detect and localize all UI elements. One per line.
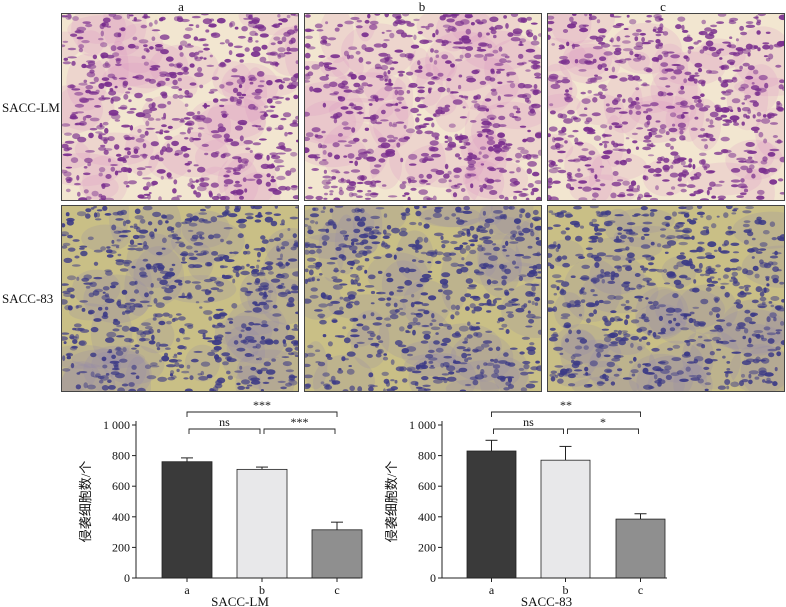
y-tick-label: 0 (124, 571, 130, 585)
micrograph-sacc-lm-a (61, 13, 299, 201)
micrograph-sacc-83-a (61, 205, 299, 392)
x-tick-label-a: a (489, 583, 495, 597)
micrograph-sacc-83-c (547, 205, 785, 392)
y-tick-label: 1 000 (103, 418, 130, 432)
x-tick-label-a: a (184, 583, 190, 597)
bar-b (540, 459, 591, 579)
x-tick-label-c: c (638, 583, 643, 597)
x-tick-label-c: c (334, 583, 339, 597)
bar-b (236, 468, 288, 579)
significance-label-1: ns (219, 415, 230, 429)
column-label-c: c (660, 0, 666, 14)
x-tick-label-b: b (259, 583, 265, 597)
y-tick-label: 200 (112, 540, 130, 554)
significance-label-2: * (600, 415, 606, 429)
chart-0: a b c 0 200 400 600 800 1 000 侵袭细胞数/个 SACC-LM *** ns… (78, 398, 363, 607)
y-tick-label: 0 (430, 571, 436, 585)
significance-bracket-2 (263, 428, 336, 434)
chart-1: a b c 0 200 400 600 800 1 000 侵袭细胞数/个 SACC-83 ** ns * (384, 398, 667, 607)
significance-label-0: *** (253, 398, 271, 412)
row-label-sacc-lm: SACC-LM (2, 100, 60, 115)
x-axis-label: SACC-83 (521, 594, 572, 607)
x-axis-label: SACC-LM (211, 594, 269, 607)
y-tick-label: 1 000 (409, 418, 436, 432)
bar-c (311, 529, 363, 579)
y-axis-label: 侵袭细胞数/个 (78, 461, 93, 543)
micrograph-sacc-lm-b (304, 13, 542, 201)
column-label-b: b (418, 0, 426, 14)
column-label-a: a (178, 0, 184, 14)
significance-bracket-0 (491, 411, 641, 417)
bar-a (466, 450, 517, 579)
y-axis-label: 侵袭细胞数/个 (384, 461, 399, 543)
row-label-sacc-83: SACC-83 (2, 291, 54, 306)
micrograph-sacc-lm-c (547, 13, 785, 201)
significance-bracket-1 (493, 428, 564, 434)
y-tick-label: 600 (112, 479, 130, 493)
significance-label-0: ** (560, 398, 572, 412)
y-tick-label: 800 (418, 449, 436, 463)
y-tick-label: 400 (418, 510, 436, 524)
y-tick-label: 600 (418, 479, 436, 493)
significance-label-1: ns (523, 415, 534, 429)
y-tick-label: 400 (112, 510, 130, 524)
significance-label-2: *** (291, 415, 309, 429)
significance-bracket-2 (567, 428, 639, 434)
bar-c (615, 518, 666, 579)
x-tick-label-b: b (563, 583, 569, 597)
y-tick-label: 800 (112, 449, 130, 463)
significance-bracket-0 (186, 411, 338, 417)
y-tick-label: 200 (418, 540, 436, 554)
micrograph-sacc-83-b (304, 205, 542, 392)
significance-bracket-1 (188, 428, 261, 434)
bar-a (161, 461, 213, 579)
